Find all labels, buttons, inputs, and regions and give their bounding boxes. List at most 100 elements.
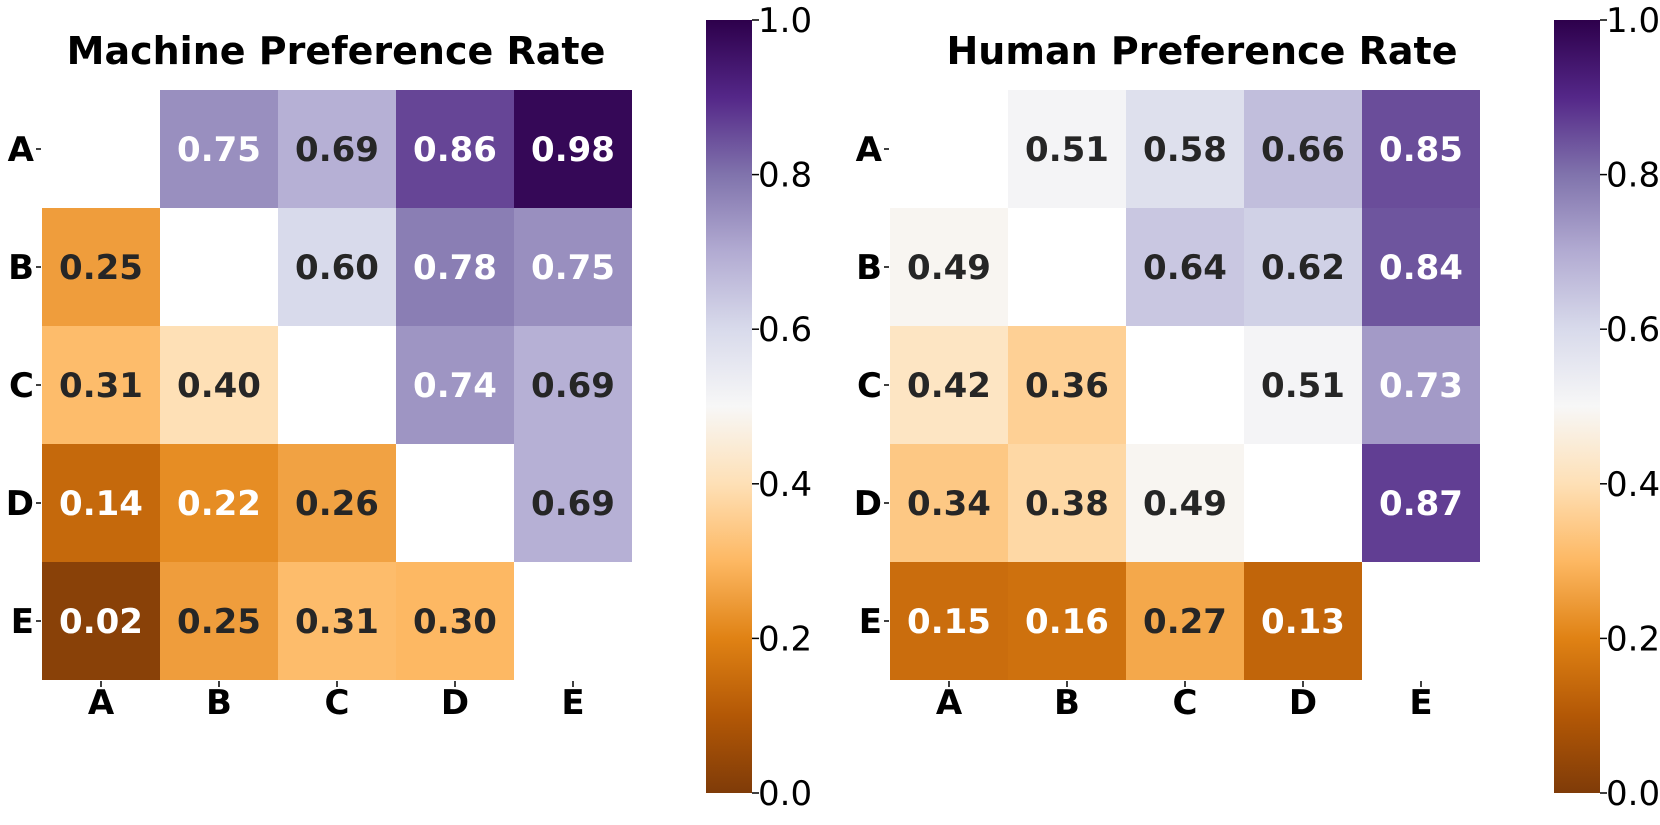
- colorbar-tick-label: 0.0: [758, 774, 812, 814]
- cell-value-label: 0.49: [1143, 484, 1227, 524]
- x-tick-label: E: [1409, 683, 1432, 723]
- colorbar-tick-label: 0.4: [1606, 465, 1660, 505]
- cell-value-label: 0.69: [295, 130, 379, 170]
- x-tick-label: B: [1054, 683, 1080, 723]
- heatmap-cell: [1008, 326, 1126, 444]
- heatmap-cell: [514, 326, 632, 444]
- heatmap-cell: [160, 326, 278, 444]
- heatmap-cell: [1126, 562, 1244, 680]
- heatmap-cell: [278, 90, 396, 208]
- heatmap-cell: [1008, 90, 1126, 208]
- colorbar-tick-label: 0.2: [1606, 619, 1660, 659]
- heatmap-cell: [1126, 444, 1244, 562]
- cell-value-label: 0.51: [1261, 366, 1345, 406]
- cell-value-label: 0.78: [413, 248, 497, 288]
- cell-value-label: 0.75: [177, 130, 261, 170]
- heatmap-cell: [42, 444, 160, 562]
- heatmap-cell: [396, 208, 514, 326]
- chart-title: Machine Preference Rate: [67, 29, 606, 73]
- y-tick-label: C: [9, 366, 34, 406]
- cell-value-label: 0.25: [177, 602, 261, 642]
- cell-value-label: 0.16: [1025, 602, 1109, 642]
- y-tick-label: E: [11, 602, 34, 642]
- colorbar-tick-label: 0.8: [758, 156, 812, 196]
- cell-value-label: 0.13: [1261, 602, 1345, 642]
- heatmap-cell: [396, 326, 514, 444]
- cell-value-label: 0.74: [413, 366, 497, 406]
- heatmap-cell: [42, 208, 160, 326]
- x-tick-label: B: [206, 683, 232, 723]
- colorbar-tick-label: 0.8: [1606, 156, 1660, 196]
- y-tick-label: D: [854, 484, 882, 524]
- heatmap-cell: [514, 90, 632, 208]
- x-tick-label: E: [561, 683, 584, 723]
- colorbar-tick-label: 0.0: [1606, 774, 1660, 814]
- colorbar-tick-label: 0.4: [758, 465, 812, 505]
- heatmap-cell: [1126, 208, 1244, 326]
- colorbar-tick-label: 0.6: [758, 310, 812, 350]
- cell-value-label: 0.75: [531, 248, 615, 288]
- heatmap-cell: [42, 326, 160, 444]
- cell-value-label: 0.34: [907, 484, 991, 524]
- cell-value-label: 0.38: [1025, 484, 1109, 524]
- cell-value-label: 0.15: [907, 602, 991, 642]
- colorbar-tick-label: 1.0: [758, 1, 812, 41]
- heatmap-cell: [514, 444, 632, 562]
- cell-value-label: 0.27: [1143, 602, 1227, 642]
- heatmap-cell: [278, 562, 396, 680]
- heatmap-cell: [160, 562, 278, 680]
- cell-value-label: 0.02: [59, 602, 143, 642]
- heatmap-cell: [514, 208, 632, 326]
- colorbar: [1554, 20, 1600, 793]
- heatmap-cell: [890, 326, 1008, 444]
- heatmap-cell: [1362, 444, 1480, 562]
- y-tick-label: B: [856, 248, 882, 288]
- cell-value-label: 0.69: [531, 366, 615, 406]
- heatmap-cell: [396, 562, 514, 680]
- cell-value-label: 0.30: [413, 602, 497, 642]
- y-tick-label: A: [8, 130, 35, 170]
- cell-value-label: 0.22: [177, 484, 261, 524]
- heatmap-cell: [1244, 326, 1362, 444]
- cell-value-label: 0.98: [531, 130, 615, 170]
- x-tick-label: C: [1173, 683, 1198, 723]
- heatmap-cell: [396, 90, 514, 208]
- cell-value-label: 0.14: [59, 484, 143, 524]
- cell-value-label: 0.49: [907, 248, 991, 288]
- cell-value-label: 0.40: [177, 366, 261, 406]
- heatmap-panel-human: Human Preference Rate 0.51 0.58 0.66 0.85 0.4…: [854, 1, 1660, 814]
- heatmap-cell: [1362, 90, 1480, 208]
- x-tick-label: C: [325, 683, 350, 723]
- heatmap-cell: [1244, 562, 1362, 680]
- heatmap-cell: [278, 208, 396, 326]
- cell-value-label: 0.85: [1379, 130, 1463, 170]
- cell-value-label: 0.25: [59, 248, 143, 288]
- cell-value-label: 0.58: [1143, 130, 1227, 170]
- heatmap-cell: [890, 208, 1008, 326]
- heatmap-cell: [278, 444, 396, 562]
- colorbar: [706, 20, 752, 793]
- heatmap-cell: [1126, 90, 1244, 208]
- cell-value-label: 0.62: [1261, 248, 1345, 288]
- cell-value-label: 0.42: [907, 366, 991, 406]
- cell-value-label: 0.31: [59, 366, 143, 406]
- heatmap-cell: [1362, 208, 1480, 326]
- cell-value-label: 0.60: [295, 248, 379, 288]
- colorbar-tick-label: 0.6: [1606, 310, 1660, 350]
- cell-value-label: 0.64: [1143, 248, 1227, 288]
- y-tick-label: D: [6, 484, 34, 524]
- heatmap-cell: [890, 444, 1008, 562]
- cell-value-label: 0.86: [413, 130, 497, 170]
- cell-value-label: 0.69: [531, 484, 615, 524]
- heatmap-cell: [890, 562, 1008, 680]
- heatmap-cell: [1008, 444, 1126, 562]
- x-tick-label: A: [936, 683, 963, 723]
- heatmap-cell: [1362, 326, 1480, 444]
- colorbar-tick-label: 0.2: [758, 619, 812, 659]
- cell-value-label: 0.84: [1379, 248, 1463, 288]
- cell-value-label: 0.31: [295, 602, 379, 642]
- cell-value-label: 0.87: [1379, 484, 1463, 524]
- heatmap-cell: [1008, 562, 1126, 680]
